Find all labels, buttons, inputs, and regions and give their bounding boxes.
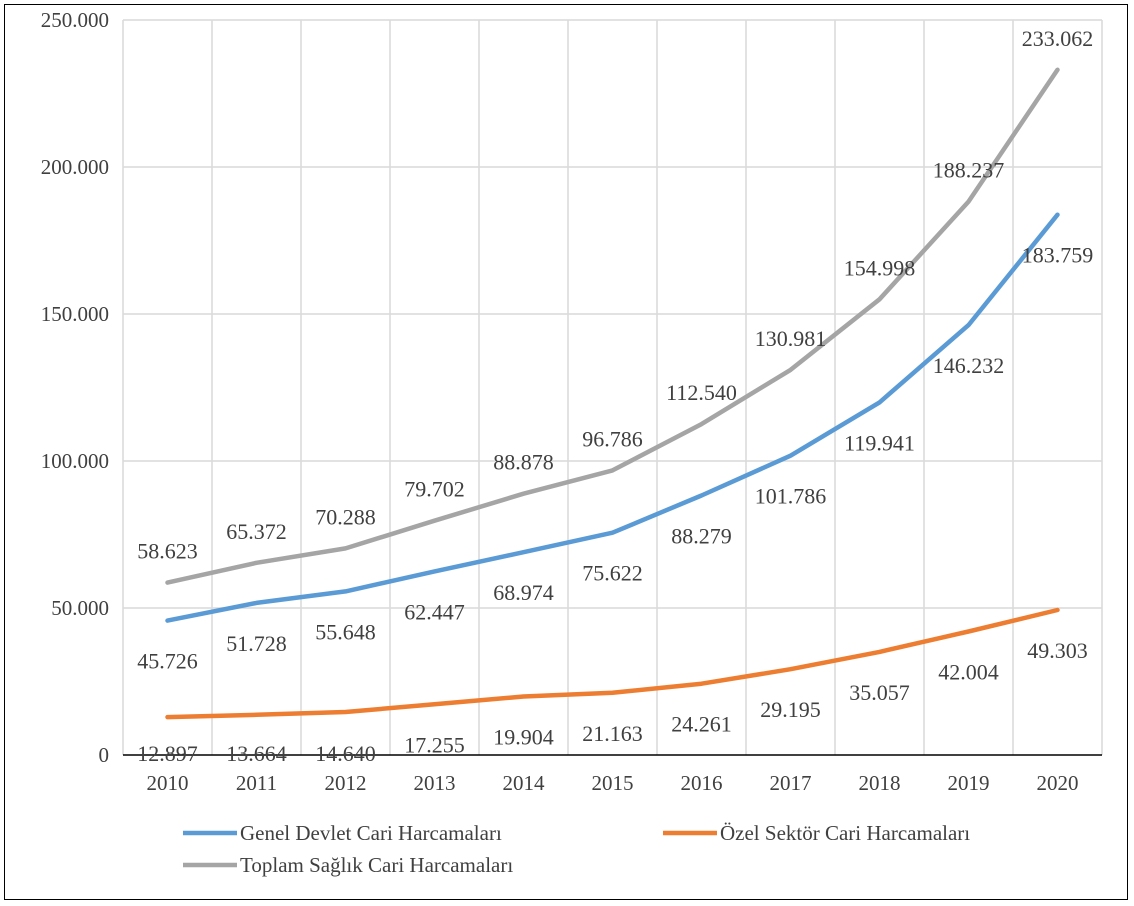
x-tick-label: 2013 bbox=[414, 771, 456, 795]
data-label: 13.664 bbox=[226, 741, 287, 766]
x-tick-label: 2020 bbox=[1037, 771, 1079, 795]
data-label: 130.981 bbox=[755, 326, 827, 351]
series-line bbox=[165, 212, 1060, 623]
data-label: 101.786 bbox=[755, 484, 827, 509]
data-label: 45.726 bbox=[137, 649, 198, 674]
data-label: 96.786 bbox=[582, 426, 643, 451]
series-line bbox=[165, 607, 1060, 720]
x-tick-label: 2011 bbox=[236, 771, 277, 795]
data-label: 21.163 bbox=[582, 721, 643, 746]
data-label: 35.057 bbox=[849, 680, 910, 705]
data-label: 14.640 bbox=[315, 741, 376, 766]
y-tick-label: 200.000 bbox=[41, 155, 109, 179]
y-tick-label: 50.000 bbox=[51, 596, 109, 620]
data-label: 49.303 bbox=[1027, 638, 1088, 663]
y-tick-label: 0 bbox=[99, 743, 110, 767]
data-label: 55.648 bbox=[315, 619, 376, 644]
legend-label: Toplam Sağlık Cari Harcamaları bbox=[240, 853, 513, 877]
data-label: 70.288 bbox=[315, 504, 376, 529]
y-tick-label: 150.000 bbox=[41, 302, 109, 326]
data-label: 24.261 bbox=[671, 712, 732, 737]
legend-label: Özel Sektör Cari Harcamaları bbox=[720, 821, 970, 845]
data-label: 88.878 bbox=[493, 450, 554, 475]
data-label: 112.540 bbox=[666, 380, 737, 405]
data-label: 19.904 bbox=[493, 724, 554, 749]
data-label: 79.702 bbox=[404, 477, 465, 502]
data-label: 75.622 bbox=[582, 561, 643, 586]
data-label: 17.255 bbox=[404, 732, 465, 757]
data-label: 188.237 bbox=[933, 158, 1005, 183]
series-line bbox=[165, 67, 1060, 585]
legend-label: Genel Devlet Cari Harcamaları bbox=[240, 821, 502, 845]
y-tick-label: 250.000 bbox=[41, 8, 109, 32]
x-tick-label: 2016 bbox=[681, 771, 723, 795]
x-tick-label: 2012 bbox=[325, 771, 367, 795]
data-label: 183.759 bbox=[1022, 243, 1094, 268]
x-tick-label: 2015 bbox=[592, 771, 634, 795]
data-label: 42.004 bbox=[938, 660, 999, 685]
x-tick-label: 2018 bbox=[859, 771, 901, 795]
x-tick-label: 2010 bbox=[147, 771, 189, 795]
data-label: 146.232 bbox=[933, 353, 1005, 378]
data-label: 51.728 bbox=[226, 631, 287, 656]
data-label: 62.447 bbox=[404, 599, 465, 624]
x-tick-label: 2014 bbox=[503, 771, 546, 795]
data-label: 88.279 bbox=[671, 523, 732, 548]
data-label: 58.623 bbox=[137, 539, 198, 564]
data-label: 233.062 bbox=[1022, 26, 1094, 51]
data-label: 119.941 bbox=[844, 430, 915, 455]
data-label: 12.897 bbox=[137, 741, 198, 766]
data-label: 29.195 bbox=[760, 697, 821, 722]
data-label: 65.372 bbox=[226, 519, 287, 544]
data-label: 154.998 bbox=[844, 255, 916, 280]
chart-frame bbox=[4, 4, 1128, 900]
x-tick-label: 2017 bbox=[770, 771, 812, 795]
x-tick-label: 2019 bbox=[948, 771, 990, 795]
data-label: 68.974 bbox=[493, 580, 554, 605]
y-tick-label: 100.000 bbox=[41, 449, 109, 473]
